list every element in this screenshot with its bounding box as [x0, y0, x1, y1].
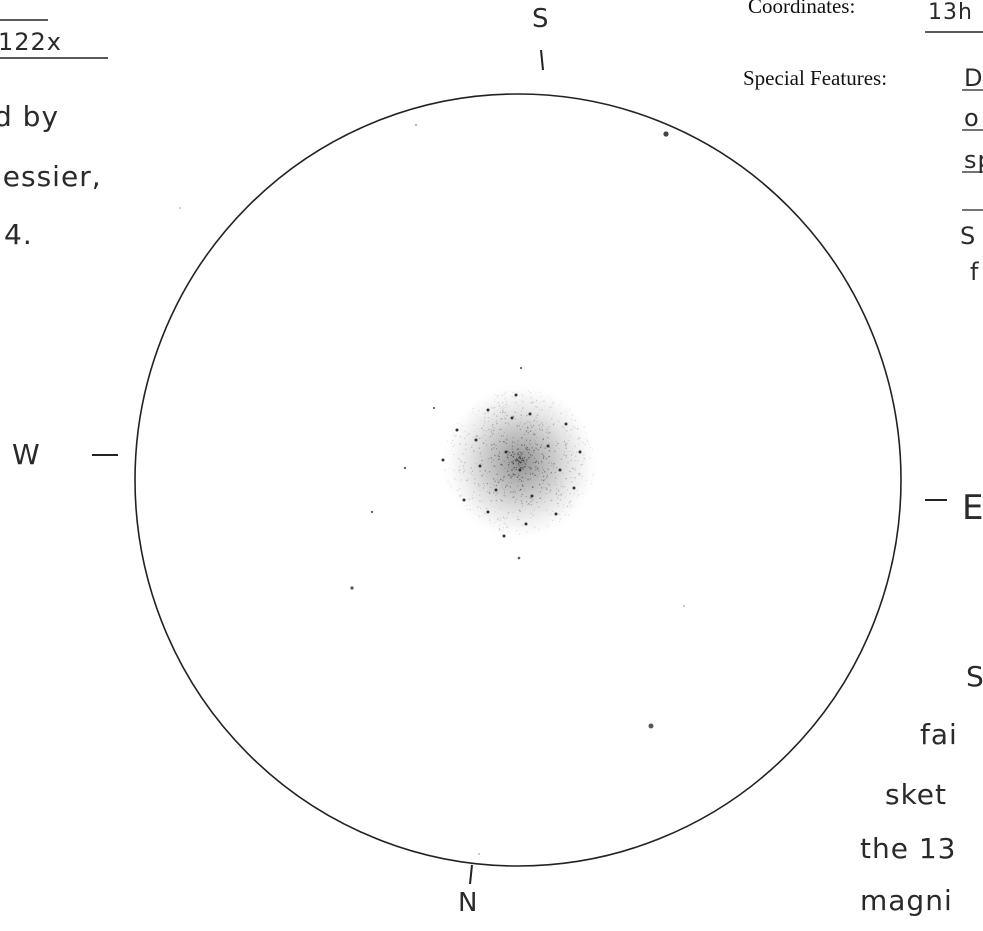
special-features-label: Special Features: — [743, 66, 887, 91]
cluster-star — [495, 489, 498, 492]
cluster-star — [525, 523, 528, 526]
field-star — [371, 511, 373, 513]
feature-line-5: f — [970, 258, 979, 286]
cluster-star — [479, 465, 482, 468]
cluster-star — [573, 487, 576, 490]
cluster-star — [559, 469, 562, 472]
field-star — [415, 124, 417, 126]
direction-north: N — [458, 888, 478, 918]
cluster-star — [515, 394, 518, 397]
feature-line-1: D — [964, 64, 983, 92]
south-tick — [541, 50, 543, 70]
cluster-star — [487, 511, 490, 514]
right-note-line-5: magni — [860, 884, 953, 917]
cluster-star — [579, 451, 582, 454]
cluster-star — [565, 423, 568, 426]
left-note-line-3: 4. — [4, 218, 33, 251]
left-note-line-1: d by — [0, 100, 59, 133]
field-star — [478, 853, 480, 855]
field-star — [433, 407, 435, 409]
cluster-star — [487, 409, 490, 412]
magnification-value: 122x — [0, 28, 62, 56]
field-star — [518, 557, 521, 560]
field-star — [663, 131, 668, 136]
feature-line-2: o — [964, 104, 980, 132]
coordinates-value: 13h — [928, 0, 973, 25]
cluster-star — [531, 495, 534, 498]
cluster-star — [442, 459, 445, 462]
right-note-line-2: fai — [920, 718, 958, 751]
right-note-line-3: sket — [885, 778, 947, 811]
cluster-star — [547, 445, 550, 448]
field-star — [520, 367, 522, 369]
cluster-star — [519, 469, 522, 472]
cluster-glow — [440, 382, 600, 542]
direction-east: E — [962, 488, 983, 528]
north-tick — [470, 865, 472, 884]
field-star — [350, 586, 353, 589]
direction-south: S — [532, 4, 550, 34]
feature-line-4: S — [960, 222, 976, 250]
cluster-star — [505, 451, 508, 454]
right-note-line-1: S — [966, 660, 983, 693]
cluster-star — [511, 417, 514, 420]
field-star — [649, 724, 654, 729]
feature-line-3: sp — [964, 146, 983, 174]
coordinates-label: Coordinates: — [748, 0, 855, 19]
cluster-star — [555, 513, 558, 516]
cluster-star — [503, 535, 506, 538]
field-star — [683, 605, 685, 607]
cluster-star — [475, 439, 478, 442]
right-note-line-4: the 13 — [860, 832, 956, 865]
left-note-line-2: lessier, — [0, 160, 102, 193]
direction-west: W — [12, 438, 41, 471]
field-star — [404, 467, 406, 469]
cluster-star — [456, 429, 459, 432]
field-star — [179, 207, 181, 209]
cluster-star — [529, 413, 532, 416]
cluster-star — [463, 499, 466, 502]
